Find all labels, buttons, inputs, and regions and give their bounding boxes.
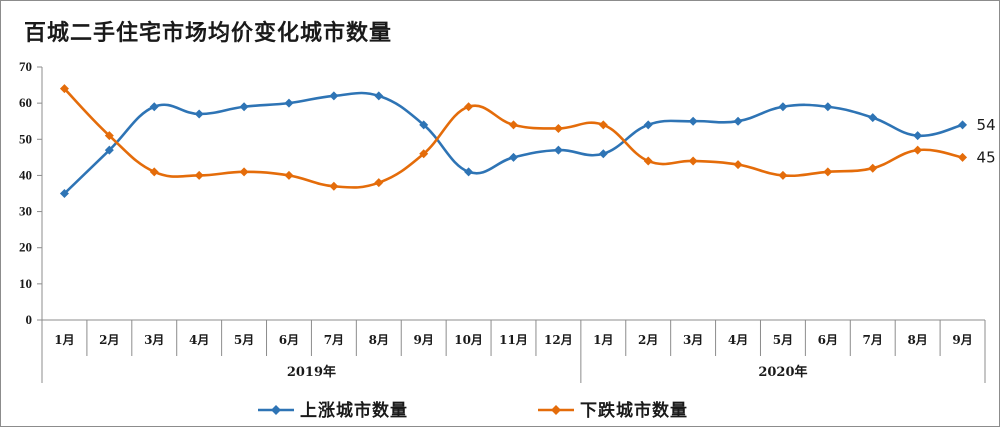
data-label: 45	[977, 148, 996, 166]
x-tick-label: 3月	[683, 333, 703, 347]
data-point	[149, 167, 159, 177]
data-point	[733, 116, 743, 126]
data-point	[509, 152, 518, 162]
data-point	[284, 170, 294, 180]
x-tick-label: 12月	[544, 333, 573, 347]
chart-title: 百城二手住宅市场均价变化城市数量	[24, 20, 392, 46]
y-tick-label: 10	[19, 276, 32, 291]
data-point	[823, 102, 833, 112]
data-point	[329, 181, 339, 191]
legend-item-1: 上涨城市数量	[258, 400, 408, 421]
y-tick-label: 70	[19, 59, 32, 74]
data-label: 54	[977, 116, 996, 134]
legend-item-2: 下跌城市数量	[538, 400, 688, 421]
y-tick-label: 50	[19, 131, 32, 146]
data-point	[823, 167, 833, 177]
legend-label: 下跌城市数量	[580, 400, 688, 421]
y-tick-label: 20	[19, 240, 32, 255]
data-point	[464, 167, 474, 177]
x-tick-label: 8月	[369, 333, 389, 347]
data-point	[553, 145, 563, 155]
data-point	[374, 178, 384, 188]
data-point	[958, 152, 968, 162]
x-tick-label: 9月	[414, 333, 434, 347]
year-group-label: 2019年	[287, 364, 336, 380]
data-point	[778, 102, 788, 112]
x-tick-label: 7月	[324, 333, 344, 347]
data-point	[643, 156, 653, 166]
data-point	[194, 109, 204, 119]
chart-axes: 0 10 20 30 40 50 60 70 1月 2月 3月 4月 5月 6月 7月 8月 9月 10月 11月 1…	[19, 59, 986, 383]
x-tick-label: 7月	[863, 333, 883, 347]
x-tick-label: 11月	[499, 333, 528, 347]
data-point	[419, 149, 429, 159]
chart-legend: 上涨城市数量 下跌城市数量	[258, 400, 688, 421]
data-point	[329, 91, 339, 101]
data-point	[149, 102, 159, 112]
data-point	[553, 123, 563, 133]
x-tick-label: 4月	[189, 333, 209, 347]
x-tick-label: 5月	[773, 333, 793, 347]
data-point	[59, 84, 69, 94]
data-point	[688, 116, 698, 126]
data-point	[509, 120, 518, 130]
chart-series: 54 45	[59, 84, 996, 198]
x-tick-label: 5月	[234, 333, 254, 347]
x-tick-label: 3月	[144, 333, 164, 347]
x-tick-label: 1月	[593, 333, 613, 347]
y-tick-label: 0	[26, 312, 33, 327]
data-point	[284, 98, 294, 108]
data-point	[598, 149, 608, 159]
x-tick-label: 9月	[952, 333, 972, 347]
series-2: 45	[59, 84, 996, 191]
x-tick-label: 8月	[907, 333, 927, 347]
data-point	[59, 189, 69, 198]
data-point	[868, 163, 878, 173]
x-tick-label: 2月	[99, 333, 119, 347]
legend-marker	[271, 405, 281, 415]
y-tick-label: 60	[19, 95, 32, 110]
data-point	[374, 91, 384, 101]
series-1: 54	[59, 91, 996, 198]
data-point	[913, 131, 923, 141]
legend-marker	[551, 405, 561, 415]
x-tick-label: 4月	[728, 333, 748, 347]
data-point	[239, 167, 249, 177]
data-point	[464, 102, 474, 112]
x-tick-label: 6月	[818, 333, 838, 347]
data-point	[194, 170, 204, 180]
x-tick-label: 6月	[279, 333, 299, 347]
data-point	[688, 156, 698, 166]
data-point	[104, 145, 114, 155]
x-tick-label: 1月	[54, 333, 74, 347]
data-point	[913, 145, 923, 155]
y-tick-label: 40	[19, 167, 32, 182]
data-point	[958, 120, 968, 130]
data-point	[868, 113, 878, 123]
y-tick-label: 30	[19, 204, 32, 219]
data-point	[733, 160, 743, 170]
x-tick-label: 2月	[638, 333, 658, 347]
data-point	[419, 120, 429, 130]
data-point	[778, 170, 788, 180]
legend-label: 上涨城市数量	[300, 400, 408, 421]
data-point	[598, 120, 608, 130]
data-point	[104, 131, 114, 141]
data-point	[643, 120, 653, 130]
data-point	[239, 102, 249, 112]
year-group-label: 2020年	[758, 364, 807, 380]
x-tick-label: 10月	[454, 333, 483, 347]
